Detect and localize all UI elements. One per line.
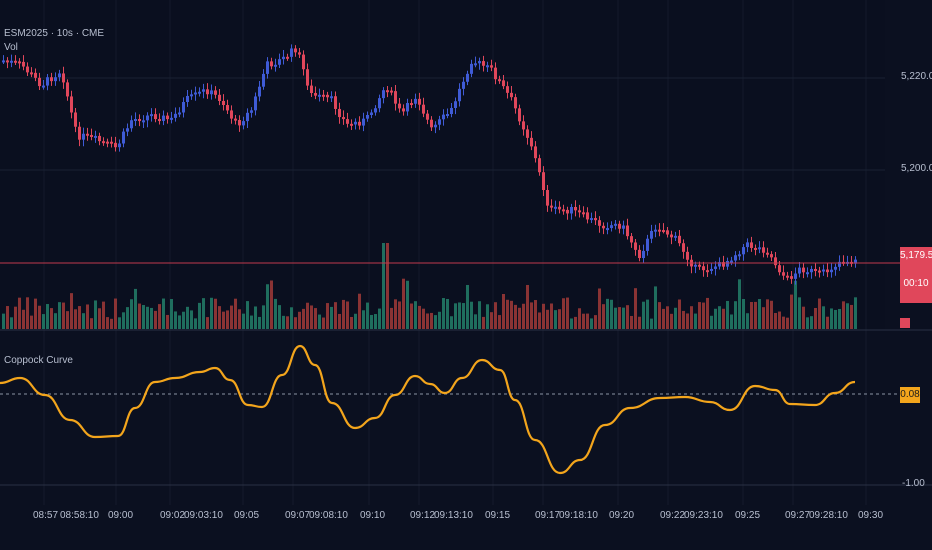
time-label: 09:02 <box>160 510 186 521</box>
volume-tag-icon <box>900 318 910 328</box>
time-label: 09:03:10 <box>184 510 223 521</box>
price-axis-label: 5,220.00 <box>901 71 932 82</box>
time-label: 09:15 <box>485 510 511 521</box>
volume-legend[interactable]: Vol <box>4 42 18 53</box>
volume-bars <box>2 243 857 329</box>
time-label: 09:22 <box>660 510 686 521</box>
time-label: 09:18:10 <box>559 510 598 521</box>
time-label: 08:57 <box>33 510 59 521</box>
time-label: 09:00 <box>108 510 134 521</box>
price-axis-label: 5,200.00 <box>901 163 932 174</box>
time-label: 09:20 <box>609 510 635 521</box>
current-price-value: 5,179.50 <box>900 250 932 261</box>
time-label: 09:12 <box>410 510 436 521</box>
time-label: 09:10 <box>360 510 386 521</box>
time-label: 09:08:10 <box>309 510 348 521</box>
time-label: 09:25 <box>735 510 761 521</box>
current-price-tag[interactable]: 5,179.50 00:10 <box>900 247 932 303</box>
indicator-legend[interactable]: Coppock Curve <box>4 355 73 366</box>
time-label: 09:30 <box>858 510 884 521</box>
coppock-curve-line <box>0 344 856 475</box>
time-label: 09:27 <box>785 510 811 521</box>
bar-countdown: 00:10 <box>903 278 929 289</box>
time-label: 08:58:10 <box>60 510 99 521</box>
price-candles <box>2 44 857 285</box>
symbol-legend[interactable]: ESM2025 · 10s · CME <box>4 28 105 39</box>
time-label: 09:05 <box>234 510 260 521</box>
time-label: 09:23:10 <box>684 510 723 521</box>
time-label: 09:17 <box>535 510 561 521</box>
coppock-value-tag[interactable]: 0.08 <box>900 387 920 403</box>
time-label: 09:28:10 <box>809 510 848 521</box>
time-label: 09:13:10 <box>434 510 473 521</box>
coppock-value: 0.08 <box>900 389 920 400</box>
coppock-level-label: -1.00 <box>902 478 925 489</box>
time-label: 09:07 <box>285 510 311 521</box>
time-axis[interactable]: 08:57 08:58:10 09:00 09:02 09:03:10 09:0… <box>0 510 932 530</box>
